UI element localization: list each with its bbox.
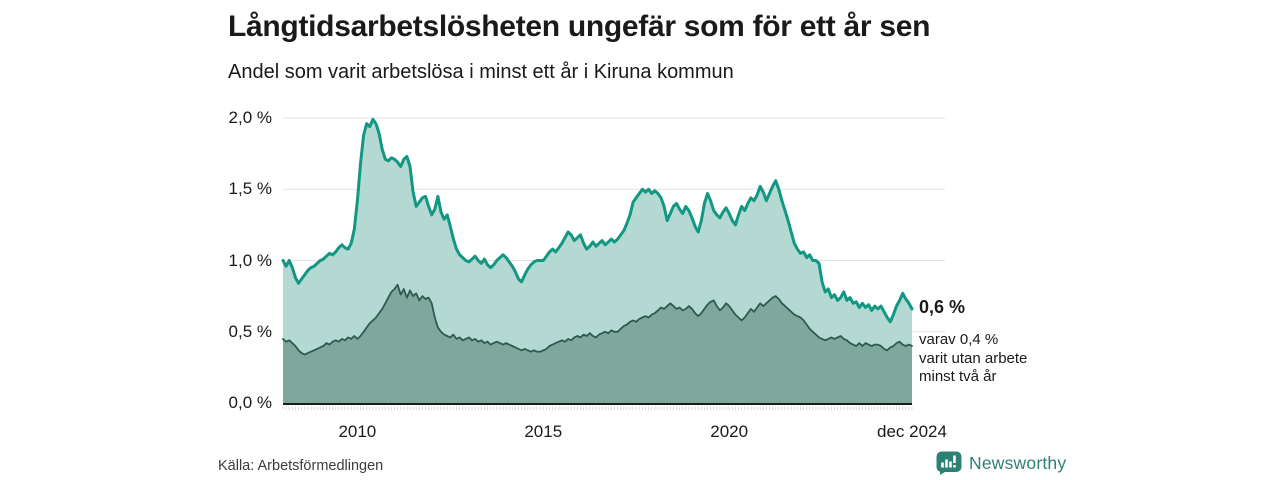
- x-axis-tick-label: 2010: [338, 422, 377, 441]
- annotation-line: varit utan arbete: [919, 349, 1028, 367]
- y-axis-tick-label: 2,0 %: [228, 108, 272, 127]
- x-axis-tick-label: 2020: [710, 422, 749, 441]
- end-value-label: 0,6 %: [919, 297, 966, 317]
- annotation-detail: varav 0,4 % varit utan arbete minst två …: [919, 331, 1082, 387]
- newsworthy-bubble-chart-icon: [936, 451, 962, 475]
- annotation-line: minst två år: [919, 368, 997, 385]
- source-note: Källa: Arbetsförmedlingen: [218, 458, 384, 474]
- x-axis-tick-label: 2015: [524, 422, 563, 441]
- annotation-line: varav 0,4 %: [919, 331, 999, 348]
- y-axis-tick-label: 0,0 %: [228, 393, 272, 412]
- end-value-annotation: 0,6 % varav 0,4 % varit utan arbete mins…: [919, 297, 1082, 387]
- y-axis-tick-label: 0,5 %: [228, 321, 272, 341]
- y-axis-tick-label: 1,5 %: [228, 179, 272, 199]
- brand-name: Newsworthy: [969, 452, 1067, 473]
- chart-title: Långtidsarbetslösheten ungefär som för e…: [228, 10, 931, 43]
- chart-subtitle: Andel som varit arbetslösa i minst ett å…: [228, 61, 734, 83]
- y-axis-tick-label: 1,0 %: [228, 250, 272, 270]
- brand-logo: Newsworthy: [936, 451, 1066, 475]
- x-axis-tick-label: dec 2024: [877, 422, 947, 441]
